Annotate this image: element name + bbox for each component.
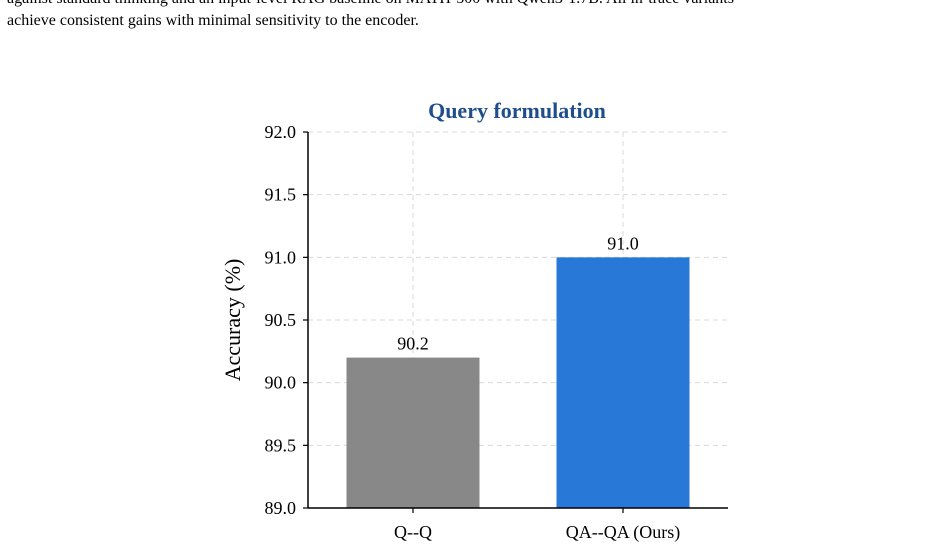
figure-caption: against standard thinking and an input-l… bbox=[7, 0, 943, 32]
y-tick-label: 90.5 bbox=[265, 310, 297, 330]
label-layer: 89.0 89.5 90.0 90.5 91.0 91.5 92.0 90.2 Q--Q 91.0… bbox=[265, 122, 681, 543]
bar bbox=[556, 257, 690, 508]
y-tick-label: 89.0 bbox=[265, 498, 297, 518]
caption-line-2: achieve consistent gains with minimal se… bbox=[7, 12, 419, 29]
axis-layer bbox=[303, 131, 728, 513]
x-tick-label: Q--Q bbox=[394, 522, 432, 542]
bar-value-label: 91.0 bbox=[607, 233, 639, 253]
caption-line-1: against standard thinking and an input-l… bbox=[7, 0, 943, 10]
y-tick-label: 91.0 bbox=[265, 247, 297, 267]
bar-value-label: 90.2 bbox=[397, 334, 429, 354]
bar-layer bbox=[346, 257, 690, 508]
y-tick-label: 90.0 bbox=[265, 373, 297, 393]
y-axis-label: Accuracy (%) bbox=[220, 259, 245, 382]
y-tick-label: 91.5 bbox=[265, 185, 297, 205]
y-tick-label: 92.0 bbox=[265, 122, 297, 142]
bar bbox=[346, 357, 480, 508]
y-tick-label: 89.5 bbox=[265, 435, 297, 455]
x-tick-label: QA--QA (Ours) bbox=[566, 522, 680, 543]
chart-title: Query formulation bbox=[428, 98, 606, 123]
